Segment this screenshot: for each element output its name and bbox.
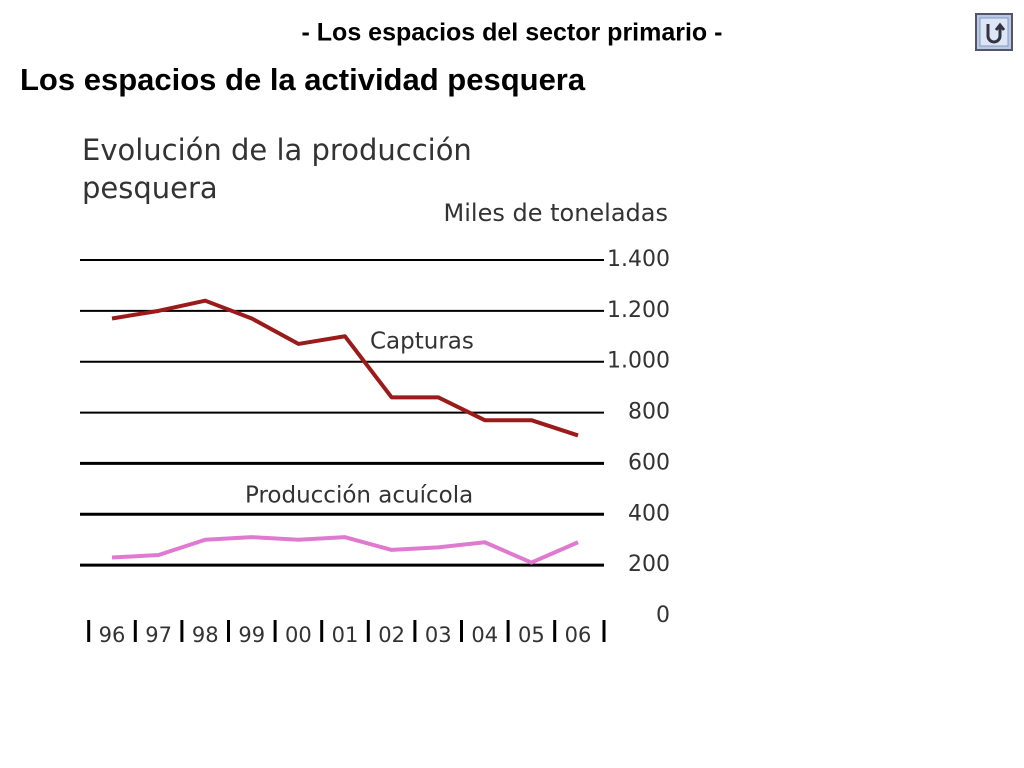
series-line — [111, 535, 579, 565]
x-tick-label: 96 — [99, 623, 126, 647]
series-label: Producción acuícola — [245, 483, 473, 509]
y-tick-label: 1.200 — [607, 298, 670, 323]
series-line — [111, 298, 579, 438]
x-tick-label: 02 — [378, 623, 405, 647]
y-tick-label: 0 — [656, 603, 670, 628]
y-tick-label: 1.000 — [607, 349, 670, 374]
slide-title: Los espacios de la actividad pesquera — [20, 62, 586, 97]
return-button[interactable] — [975, 13, 1013, 51]
y-tick-label: 200 — [628, 552, 670, 577]
series-label: Capturas — [370, 329, 474, 355]
y-tick-label: 400 — [628, 501, 670, 526]
slide-subtitle: - Los espacios del sector primario - — [302, 19, 723, 47]
x-tick-label: 01 — [332, 623, 359, 647]
y-tick-label: 800 — [628, 400, 670, 425]
y-tick-label: 600 — [628, 450, 670, 475]
x-tick-label: 05 — [518, 623, 545, 647]
x-tick-label: 99 — [238, 623, 265, 647]
chart: Evolución de la producción pesqueraMiles … — [80, 133, 670, 647]
x-tick-label: 03 — [425, 623, 452, 647]
x-tick-label: 06 — [565, 623, 592, 647]
y-tick-label: 1.400 — [607, 247, 670, 272]
y-axis-label: Miles de toneladas — [444, 199, 668, 227]
x-tick-label: 04 — [471, 623, 498, 647]
x-tick-label: 00 — [285, 623, 312, 647]
x-tick-label: 97 — [145, 623, 172, 647]
x-tick-label: 98 — [192, 623, 219, 647]
chart-title: Evolución de la producción pesquera — [82, 133, 472, 205]
